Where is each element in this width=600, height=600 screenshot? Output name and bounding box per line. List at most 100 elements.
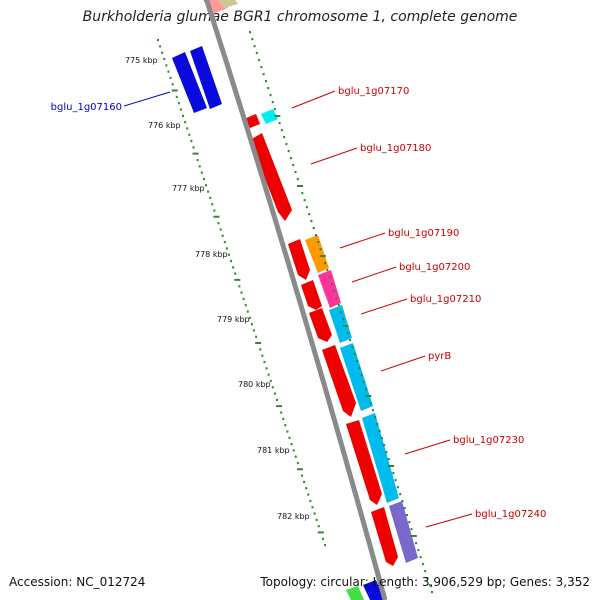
gene-segment[interactable]: [301, 280, 322, 310]
major-tick: [297, 185, 304, 187]
minor-tick: [202, 177, 205, 181]
minor-tick: [207, 190, 210, 193]
gene-segment[interactable]: [371, 507, 398, 566]
gene-segment[interactable]: [329, 305, 352, 343]
minor-tick: [267, 373, 270, 376]
major-tick: [274, 115, 281, 117]
gene-label[interactable]: bglu_1g07170: [338, 86, 409, 97]
minor-tick: [287, 150, 290, 153]
major-tick: [296, 468, 303, 471]
minor-tick: [385, 451, 388, 454]
minor-tick: [282, 417, 285, 420]
minor-tick: [240, 291, 243, 294]
minor-tick: [333, 290, 336, 293]
gene-segment[interactable]: [250, 133, 292, 221]
gene-label[interactable]: bglu_1g07180: [360, 143, 431, 154]
minor-tick: [317, 525, 320, 528]
minor-tick: [330, 283, 333, 286]
minor-tick: [326, 269, 329, 272]
gene-segment[interactable]: [346, 420, 382, 505]
minor-tick: [200, 171, 203, 174]
kbp-label: 780 kbp: [238, 380, 271, 389]
minor-tick: [387, 458, 390, 461]
minor-tick: [424, 570, 427, 573]
minor-tick: [335, 297, 338, 300]
minor-tick: [307, 493, 310, 496]
gene-label[interactable]: bglu_1g07200: [399, 262, 470, 273]
gene-segment[interactable]: [340, 343, 373, 411]
minor-tick: [262, 73, 265, 76]
major-tick: [192, 152, 199, 155]
minor-tick: [198, 165, 201, 168]
gene-label[interactable]: bglu_1g07240: [475, 509, 546, 520]
minor-tick: [250, 323, 253, 326]
minor-tick: [188, 133, 191, 136]
minor-tick: [324, 544, 326, 547]
minor-tick: [340, 311, 342, 314]
kbp-label: 781 kbp: [257, 446, 290, 455]
minor-tick: [308, 213, 311, 216]
major-tick: [319, 255, 326, 257]
gene-label[interactable]: pyrB: [428, 351, 451, 362]
minor-tick: [253, 45, 256, 48]
minor-tick: [255, 335, 258, 338]
minor-tick: [271, 386, 274, 389]
minor-tick: [405, 514, 408, 517]
minor-tick: [311, 506, 314, 509]
minor-tick: [169, 76, 172, 80]
minor-tick: [269, 94, 272, 97]
minor-tick: [232, 266, 235, 269]
gene-label[interactable]: bglu_1g07210: [410, 294, 481, 305]
major-tick: [410, 535, 417, 537]
minor-tick: [251, 38, 254, 41]
minor-tick: [294, 455, 297, 458]
gene-segment[interactable]: [362, 413, 399, 503]
kbp-label: 777 kbp: [172, 184, 205, 193]
minor-tick: [275, 398, 278, 402]
minor-tick: [292, 164, 295, 167]
minor-tick: [211, 203, 214, 206]
minor-tick: [269, 379, 272, 383]
gene-label[interactable]: bglu_1g07230: [453, 435, 524, 446]
kbp-tick-track: [157, 39, 326, 547]
gene-leader-line: [425, 513, 473, 528]
minor-tick: [355, 360, 358, 363]
gene-segment[interactable]: [288, 239, 310, 280]
minor-tick: [428, 584, 431, 587]
minor-tick: [246, 310, 249, 313]
minor-tick: [305, 487, 308, 490]
minor-tick: [230, 259, 233, 263]
gene-label[interactable]: bglu_1g07160: [51, 102, 122, 113]
minor-tick: [431, 591, 433, 594]
gene-label[interactable]: bglu_1g07190: [388, 228, 459, 239]
gene-segment[interactable]: [214, 0, 238, 8]
major-tick: [317, 531, 324, 534]
gene-segment[interactable]: [261, 109, 278, 124]
minor-tick: [190, 140, 193, 143]
gene-segment[interactable]: [322, 345, 356, 417]
minor-tick: [284, 424, 287, 427]
genome-stats-text: Topology: circular; Length: 3,906,529 bp…: [260, 575, 590, 589]
minor-tick: [358, 367, 361, 370]
gene-segment[interactable]: [363, 580, 384, 600]
minor-tick: [285, 143, 288, 146]
minor-tick: [238, 285, 241, 288]
major-tick: [388, 465, 395, 467]
minor-tick: [278, 122, 281, 125]
gene-leader-line: [123, 91, 171, 107]
gene-segment[interactable]: [172, 52, 207, 113]
gene-segment[interactable]: [346, 586, 364, 600]
minor-tick: [221, 234, 224, 237]
gene-segment[interactable]: [318, 270, 341, 308]
major-tick: [171, 89, 178, 92]
page-title: Burkholderia glumae BGR1 chromosome 1, c…: [82, 9, 518, 25]
gene-segment[interactable]: [309, 308, 332, 342]
gene-segment[interactable]: [305, 235, 329, 273]
gene-segment[interactable]: [389, 501, 418, 563]
minor-tick: [283, 136, 286, 139]
minor-tick: [403, 507, 406, 510]
gene-segment[interactable]: [190, 46, 222, 109]
minor-tick: [157, 39, 159, 42]
minor-tick: [209, 196, 212, 200]
